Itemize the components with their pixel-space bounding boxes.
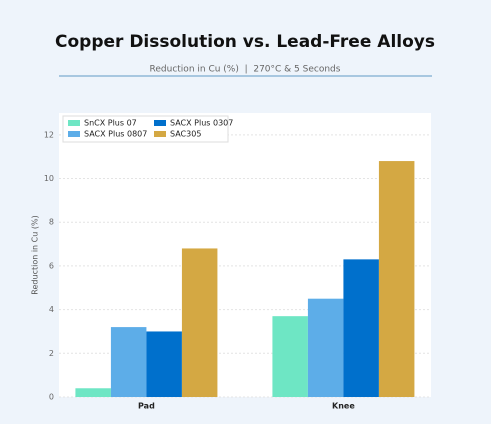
bar	[75, 388, 111, 397]
x-tick-label: Pad	[138, 402, 155, 411]
chart-title: Copper Dissolution vs. Lead-Free Alloys	[55, 32, 435, 52]
bar	[343, 259, 379, 397]
legend-label: SnCX Plus 07	[84, 119, 137, 128]
x-tick-label: Knee	[332, 402, 355, 411]
y-tick-label: 8	[49, 218, 54, 227]
y-tick-label: 6	[49, 261, 54, 270]
bar	[378, 161, 415, 397]
bar	[110, 327, 147, 397]
legend-swatch	[68, 131, 80, 137]
y-tick-label: 0	[49, 393, 54, 402]
chart-subtitle: Reduction in Cu (%) | 270°C & 5 Seconds	[150, 65, 341, 75]
legend-label: SACX Plus 0307	[170, 119, 233, 128]
y-axis-label: Reduction in Cu (%)	[31, 215, 40, 294]
bar	[272, 316, 308, 397]
bar	[181, 248, 218, 397]
legend-swatch	[68, 120, 80, 126]
bar	[307, 298, 344, 397]
legend-swatch	[154, 120, 166, 126]
legend-label: SAC305	[170, 130, 201, 139]
y-tick-label: 10	[44, 174, 54, 183]
y-tick-label: 12	[44, 130, 54, 139]
legend-label: SACX Plus 0807	[84, 130, 147, 139]
legend-swatch	[154, 131, 166, 137]
legend-box	[62, 115, 229, 143]
bar	[146, 331, 182, 397]
y-tick-label: 2	[49, 349, 54, 358]
y-tick-label: 4	[49, 305, 54, 314]
